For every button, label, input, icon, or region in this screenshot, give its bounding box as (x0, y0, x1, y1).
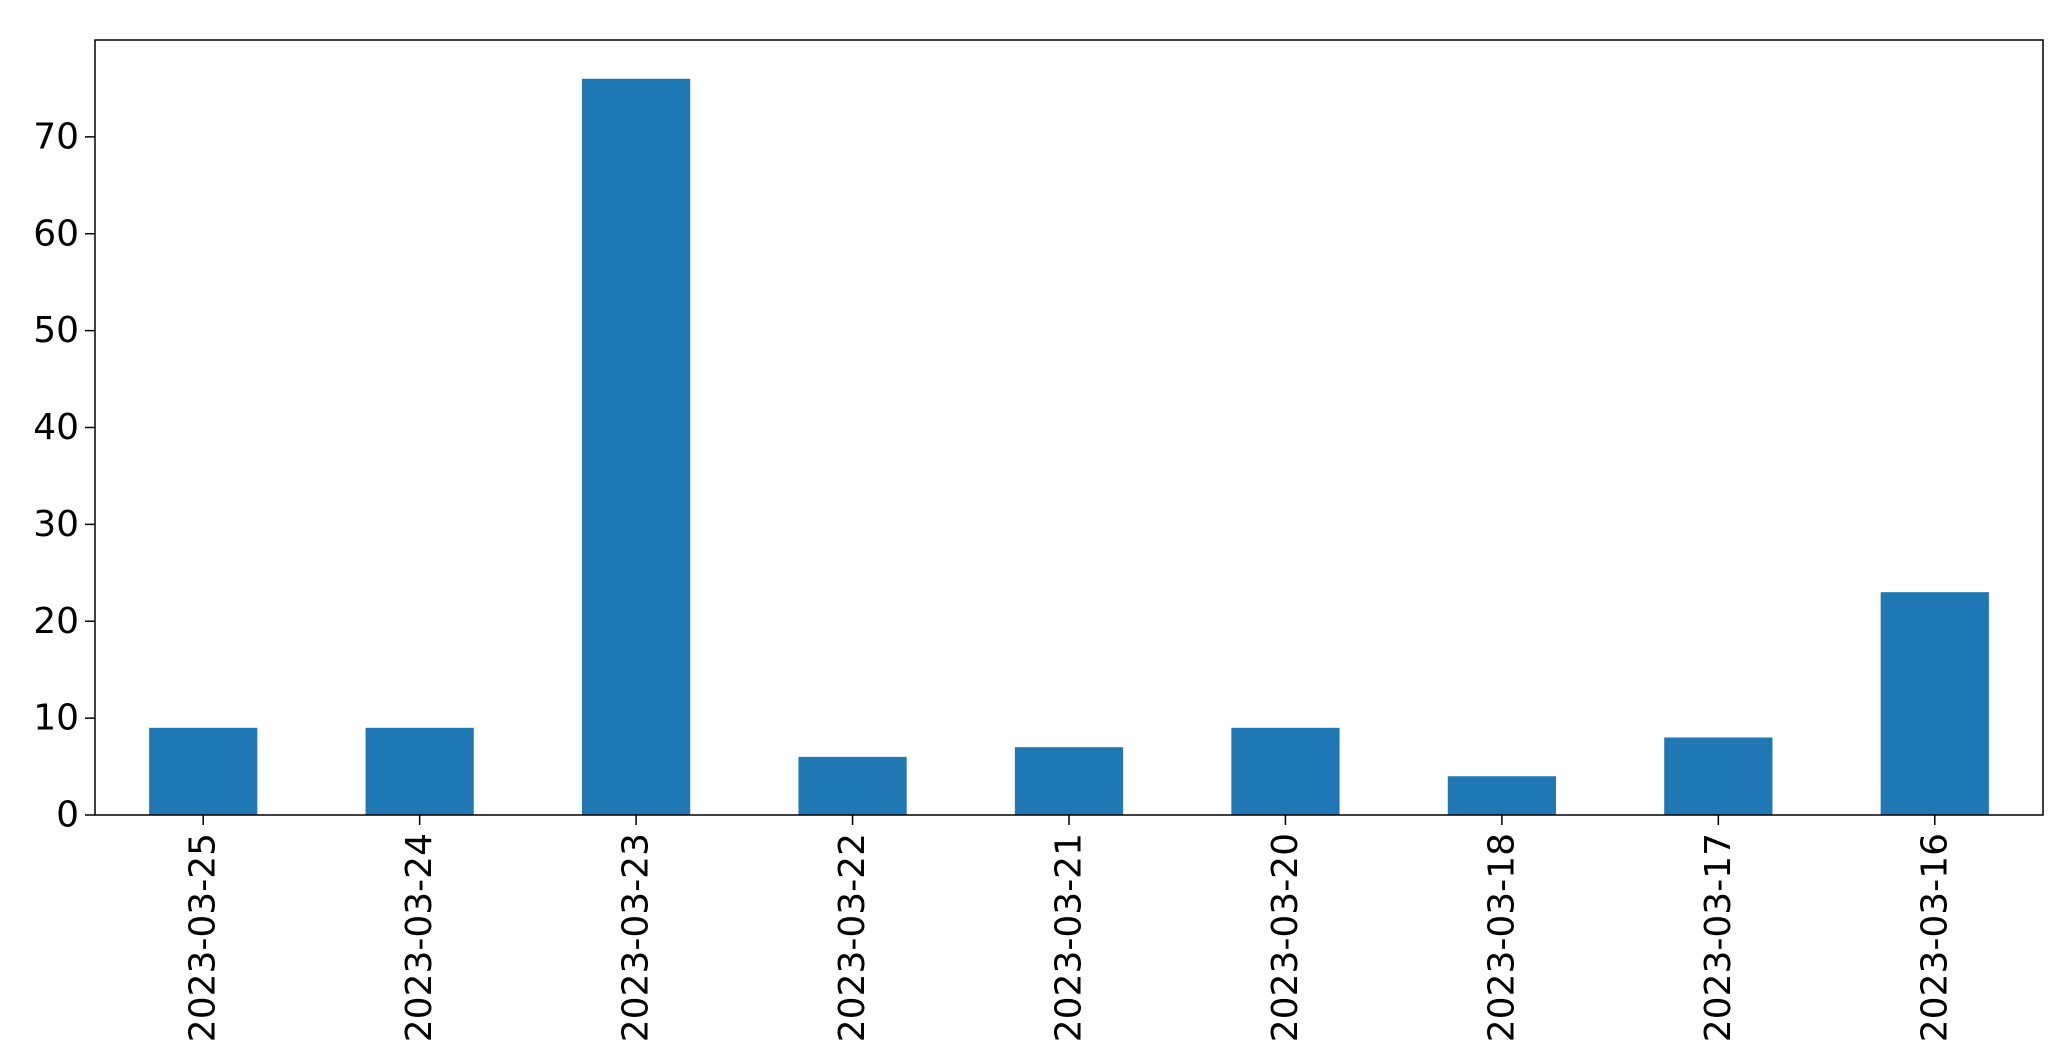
bar (1014, 747, 1124, 815)
y-axis: 0 10 20 30 40 50 60 70 (33, 116, 95, 836)
y-tick-label: 40 (33, 407, 79, 448)
x-tick-label: 2023-03-17 (1698, 833, 1739, 1042)
x-tick-label: 2023-03-23 (616, 833, 657, 1042)
y-tick-label: 10 (33, 698, 79, 739)
plot-frame (94, 39, 2044, 816)
y-tick-label: 50 (33, 310, 79, 351)
x-tick-label: 2023-03-22 (832, 833, 873, 1042)
bar (149, 727, 258, 815)
bar (1447, 776, 1556, 815)
bar (365, 727, 474, 815)
bar (1231, 727, 1340, 815)
x-tick-label: 2023-03-18 (1481, 833, 1522, 1042)
y-tick-label: 0 (56, 795, 79, 836)
x-tick-label: 2023-03-16 (1914, 833, 1955, 1042)
y-tick-label: 70 (33, 116, 79, 157)
bar (582, 78, 691, 815)
bar (1664, 737, 1773, 815)
x-tick-label: 2023-03-24 (399, 833, 440, 1042)
bar (1880, 592, 1989, 815)
y-tick-label: 60 (33, 213, 79, 254)
x-tick-label: 2023-03-25 (183, 833, 224, 1042)
y-tick-label: 30 (33, 504, 79, 545)
y-tick-label: 20 (33, 601, 79, 642)
x-axis: 2023-03-25 2023-03-24 2023-03-23 2023-03-22… (183, 815, 1955, 1042)
bars (149, 78, 1989, 815)
bar (798, 756, 907, 815)
x-tick-label: 2023-03-21 (1049, 833, 1090, 1042)
x-tick-label: 2023-03-20 (1265, 833, 1306, 1042)
